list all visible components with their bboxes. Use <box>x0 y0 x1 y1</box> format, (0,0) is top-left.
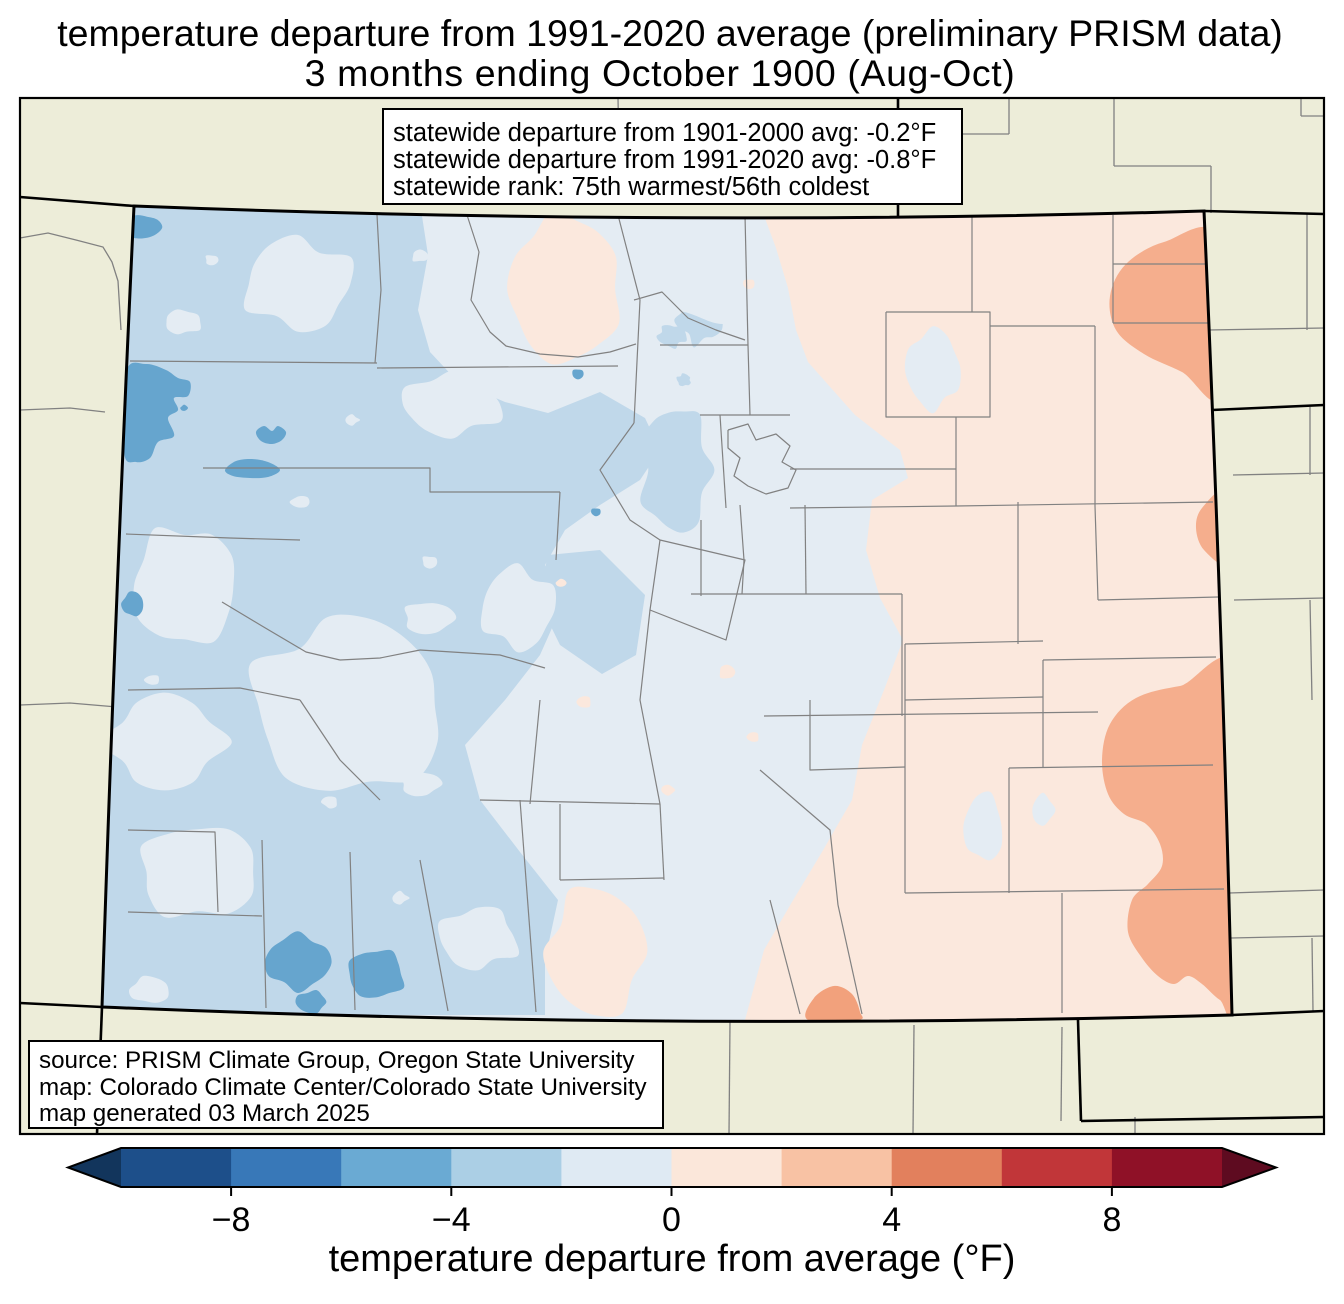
svg-text:4: 4 <box>882 1201 901 1239</box>
svg-text:0: 0 <box>662 1201 681 1239</box>
svg-text:−4: −4 <box>432 1201 471 1239</box>
svg-text:source: PRISM Climate Group, O: source: PRISM Climate Group, Oregon Stat… <box>39 1047 635 1074</box>
svg-text:8: 8 <box>1102 1201 1121 1239</box>
svg-text:−8: −8 <box>212 1201 251 1239</box>
svg-text:statewide rank: 75th warmest/5: statewide rank: 75th warmest/56th coldes… <box>393 173 869 201</box>
svg-text:temperature departure from 199: temperature departure from 1991-2020 ave… <box>57 12 1283 54</box>
svg-text:temperature departure from ave: temperature departure from average (°F) <box>329 1238 1016 1280</box>
svg-text:3 months ending October 1900 (: 3 months ending October 1900 (Aug-Oct) <box>305 52 1016 94</box>
svg-text:map generated 03 March 2025: map generated 03 March 2025 <box>39 1100 370 1127</box>
svg-text:statewide departure from 1901-: statewide departure from 1901-2000 avg: … <box>393 119 936 147</box>
svg-text:statewide departure from 1991-: statewide departure from 1991-2020 avg: … <box>393 146 936 174</box>
svg-text:map: Colorado Climate Center/C: map: Colorado Climate Center/Colorado St… <box>39 1074 648 1101</box>
